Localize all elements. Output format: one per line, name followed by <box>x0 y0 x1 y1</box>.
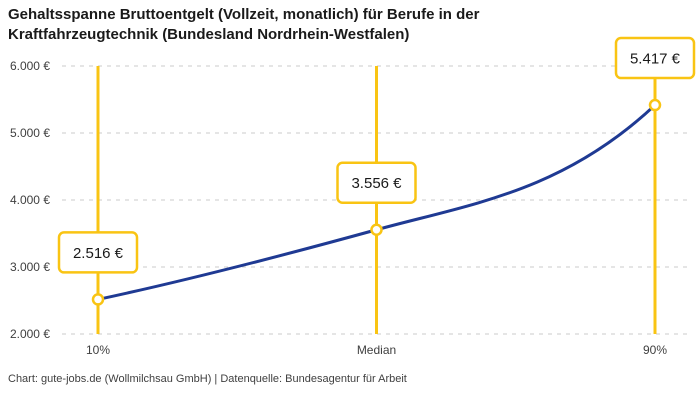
value-label-box <box>614 36 696 80</box>
data-point-marker <box>91 293 105 306</box>
y-axis-tick-label: 6.000 € <box>10 59 50 73</box>
data-point-marker <box>370 223 383 236</box>
y-axis-tick-label: 4.000 € <box>10 193 50 207</box>
y-axis-tick-label: 5.000 € <box>10 126 50 140</box>
y-axis-tick-label: 3.000 € <box>10 260 50 274</box>
value-label: 2.516 € <box>73 245 124 262</box>
value-label: 5.417 € <box>630 51 681 68</box>
x-axis-tick-label: 90% <box>643 343 667 357</box>
attribution-footer: Chart: gute-jobs.de (Wollmilchsau GmbH) … <box>8 373 407 385</box>
x-axis-tick-label: 10% <box>86 343 110 357</box>
chart-title: Gehaltsspanne Bruttoentgelt (Vollzeit, m… <box>8 6 480 43</box>
value-label-box <box>336 161 417 204</box>
value-label: 3.556 € <box>351 175 402 192</box>
x-axis-tick-label: Median <box>357 343 396 357</box>
value-label-box <box>57 231 139 274</box>
y-axis-tick-label: 2.000 € <box>10 327 50 341</box>
data-point-marker <box>648 98 662 112</box>
